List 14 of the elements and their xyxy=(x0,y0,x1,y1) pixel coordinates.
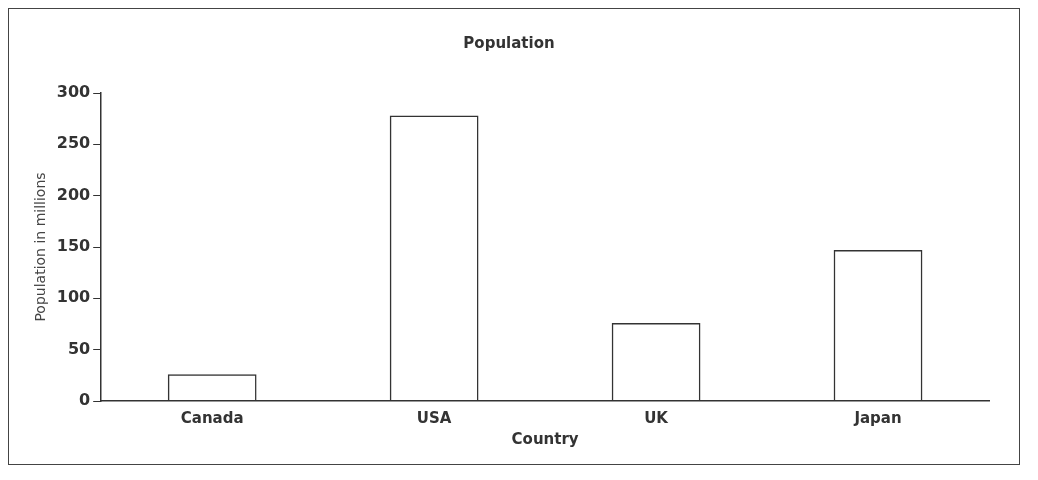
y-tick-label: 150 xyxy=(56,236,91,256)
y-tick-label: 0 xyxy=(79,390,91,410)
chart-title: Population xyxy=(463,33,555,52)
x-axis-title: Country xyxy=(511,429,579,448)
x-tick-label: Japan xyxy=(853,408,902,427)
x-tick-label: UK xyxy=(644,408,670,427)
x-tick-label: USA xyxy=(416,408,452,427)
y-tick-label: 250 xyxy=(56,133,91,153)
y-axis-title: Population in millions xyxy=(32,172,49,322)
y-tick-label: 50 xyxy=(67,338,91,358)
y-tick-label: 200 xyxy=(56,184,91,204)
y-tick-label: 100 xyxy=(56,287,91,307)
x-tick-label: Canada xyxy=(180,408,244,427)
y-tick-label: 300 xyxy=(56,82,91,102)
